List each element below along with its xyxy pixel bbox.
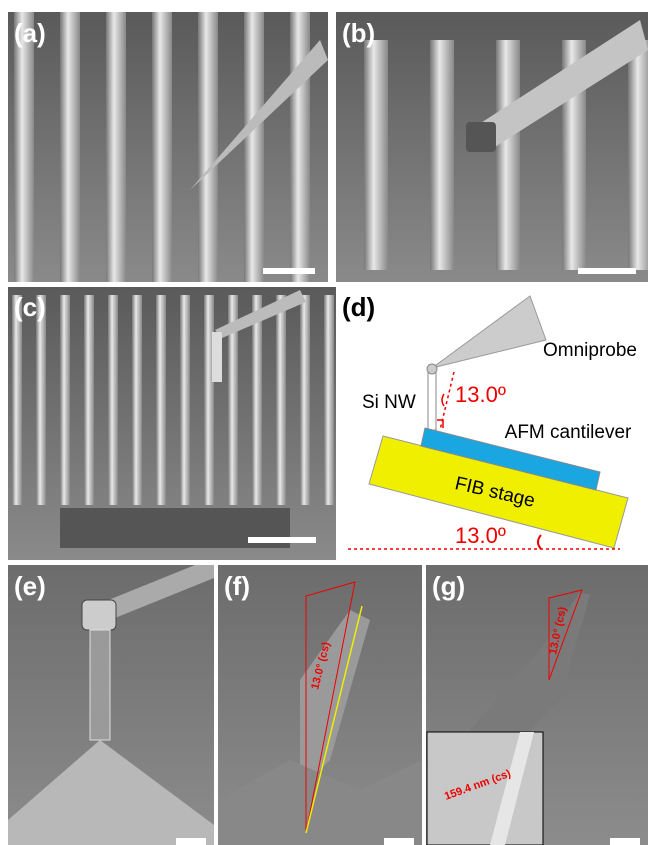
panel-label: (e) (14, 571, 46, 601)
probe-label: Omniprobe (543, 340, 637, 361)
cantilever-label: AFM cantilever (505, 422, 632, 443)
tilt-angle: 13.0º (455, 382, 506, 407)
figure: (a) (b) (c) (d) Omniprobe Si NW 13.0º AF… (0, 0, 648, 845)
panel-f: 13.0° (cs) (f) (218, 565, 422, 845)
panel-label: (g) (432, 571, 465, 601)
nanowire-label: Si NW (362, 392, 416, 413)
panel-d: (d) Omniprobe Si NW 13.0º AFM cantilever… (342, 292, 637, 549)
panel-c: (c) (8, 287, 336, 560)
panel-b: (b) (336, 12, 648, 282)
panel-label: (c) (14, 292, 46, 322)
stage-angle: 13.0º (455, 523, 506, 548)
panel-e: (e) (8, 565, 214, 845)
panel-label: (a) (14, 18, 46, 48)
panel-label: (b) (342, 18, 375, 48)
panel-a: (a) (8, 12, 328, 282)
panel-label: (d) (342, 292, 375, 322)
panel-g: 13.0° (cs) 159.4 nm (cs) (g) (426, 565, 648, 845)
panel-label: (f) (224, 571, 250, 601)
